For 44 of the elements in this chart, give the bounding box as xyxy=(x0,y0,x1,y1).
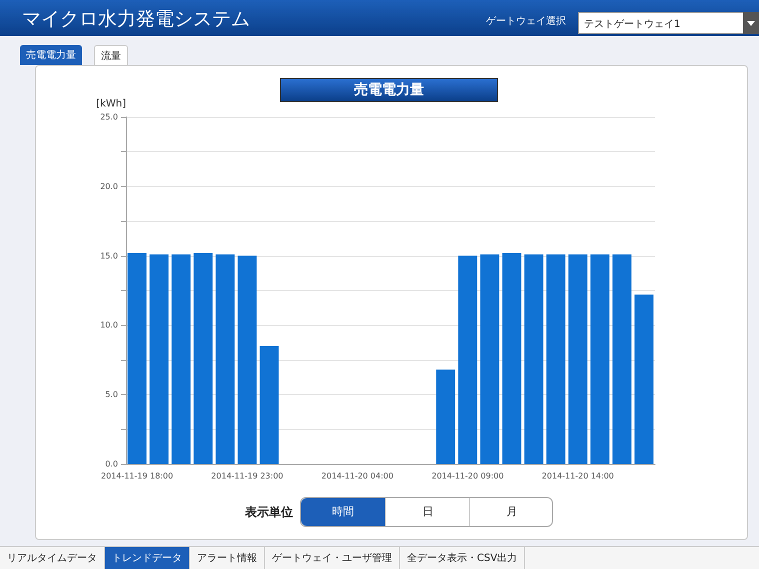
text: トレンドデータ xyxy=(105,547,190,569)
bar xyxy=(216,254,235,464)
text: 表示単位 xyxy=(245,504,293,521)
text: 日 xyxy=(385,498,470,526)
y-tick-label: 25.0 xyxy=(100,112,118,122)
y-tick-label: 0.0 xyxy=(105,460,118,468)
bar xyxy=(128,253,146,464)
y-tick-label: 20.0 xyxy=(100,182,118,191)
y-tick-label: 10.0 xyxy=(100,320,118,330)
text: リアルタイムデータ xyxy=(0,547,105,569)
bar xyxy=(260,346,279,464)
x-tick-label: 2014-11-19 23:00 xyxy=(211,472,284,480)
chart-title: 売電電力量 xyxy=(280,78,498,102)
text: 月 xyxy=(469,498,554,526)
x-tick-label: 2014-11-20 14:00 xyxy=(542,472,614,480)
bar xyxy=(590,254,610,464)
text: マイクロ水力発電システム xyxy=(22,7,250,32)
x-tick-label: 2014-11-19 18:00 xyxy=(100,472,174,480)
bar xyxy=(546,254,566,464)
y-tick-label: 5.0 xyxy=(105,390,118,400)
x-tick-label: 2014-11-20 04:00 xyxy=(321,472,394,480)
text: 流量 xyxy=(94,45,128,67)
bar xyxy=(480,254,500,464)
bar xyxy=(524,254,544,464)
text: テストゲートウェイ1 xyxy=(584,18,680,31)
text: アラート情報 xyxy=(190,547,265,569)
text: ゲートウェイ・ユーザ管理 xyxy=(265,547,400,569)
text: 全データ表示・CSV出力 xyxy=(400,547,526,569)
y-axis-title: [kWh] xyxy=(96,98,126,110)
y-tick-label: 15.0 xyxy=(100,251,118,260)
bar xyxy=(502,253,522,464)
bar xyxy=(172,254,191,464)
x-tick-label: 2014-11-20 09:00 xyxy=(432,472,504,480)
text: 時間 xyxy=(301,498,385,526)
bar xyxy=(568,254,588,464)
bar xyxy=(612,254,632,464)
text: ゲートウェイ選択 xyxy=(486,15,566,28)
bar xyxy=(194,253,213,464)
bar xyxy=(634,294,654,464)
bar xyxy=(436,370,456,464)
bar xyxy=(238,256,257,464)
bar xyxy=(150,254,169,464)
bar xyxy=(458,256,478,464)
text: 売電電力量 xyxy=(20,45,82,65)
